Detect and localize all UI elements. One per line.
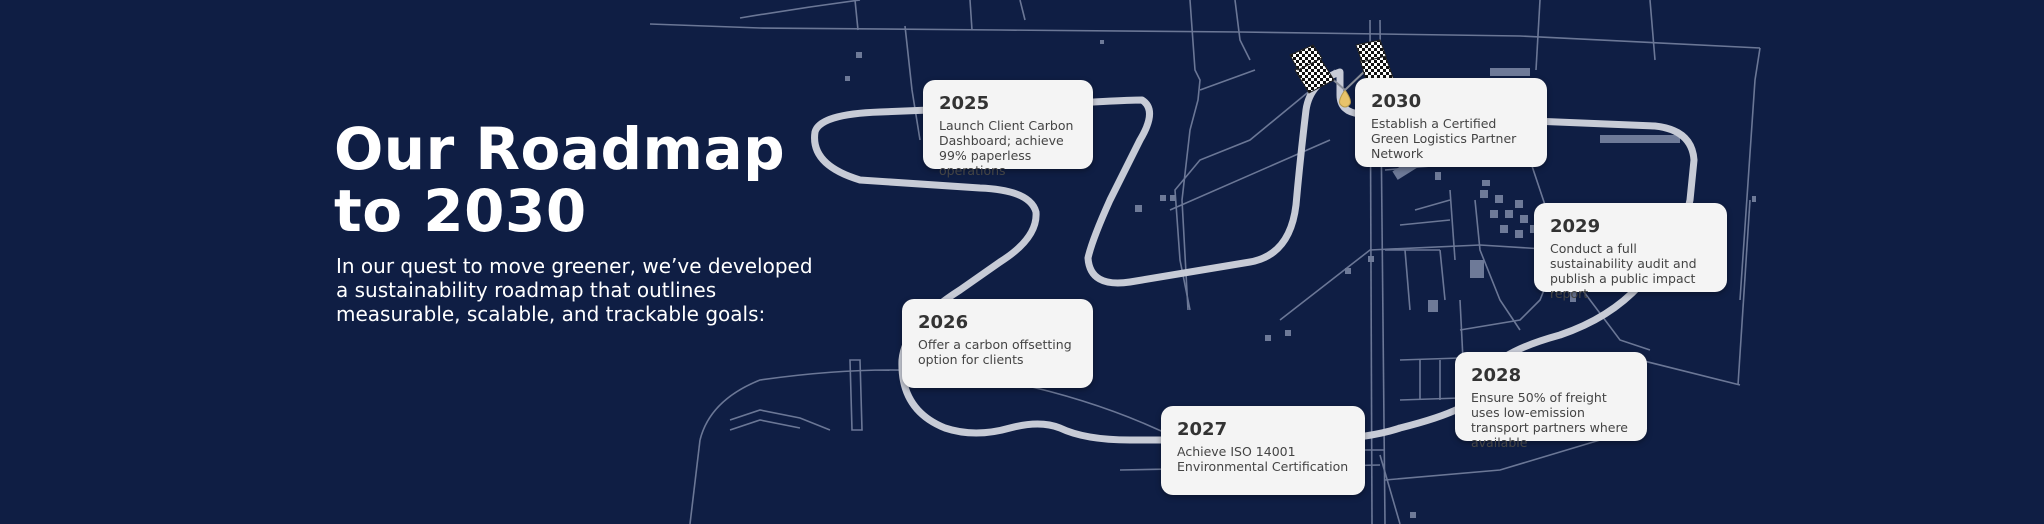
- milestone-card-2028: 2028 Ensure 50% of freight uses low-emis…: [1455, 352, 1647, 450]
- milestone-year: 2025: [939, 93, 990, 114]
- milestone-year: 2030: [1371, 91, 1422, 112]
- milestone-year: 2027: [1177, 419, 1228, 440]
- milestone-card-2025: 2025 Launch Client Carbon Dashboard; ach…: [923, 80, 1093, 178]
- milestone-text: Conduct a full sustainability audit and …: [1550, 241, 1697, 301]
- title-line-1: Our Roadmap: [334, 115, 786, 183]
- milestone-card-2030: 2030 Establish a Certified Green Logisti…: [1355, 78, 1547, 167]
- milestone-text: Achieve ISO 14001 Environmental Certific…: [1177, 444, 1349, 474]
- milestone-card-2029: 2029 Conduct a full sustainability audit…: [1534, 203, 1727, 301]
- checkered-flag-icon: [1289, 44, 1335, 94]
- milestone-text: Launch Client Carbon Dashboard; achieve …: [939, 118, 1074, 178]
- milestone-card-2026: 2026 Offer a carbon offsetting option fo…: [902, 299, 1093, 388]
- milestone-year: 2028: [1471, 365, 1522, 386]
- milestone-text: Establish a Certified Green Logistics Pa…: [1371, 116, 1517, 161]
- page-subtitle: In our quest to move greener, we’ve deve…: [336, 254, 813, 326]
- milestone-card-2027: 2027 Achieve ISO 14001 Environmental Cer…: [1161, 406, 1365, 495]
- page-title: Our Roadmap to 2030: [334, 118, 816, 242]
- milestone-year: 2026: [918, 312, 969, 333]
- intro-section: Our Roadmap to 2030 In our quest to move…: [334, 118, 816, 326]
- milestone-year: 2029: [1550, 216, 1601, 237]
- milestone-text: Ensure 50% of freight uses low-emission …: [1471, 390, 1628, 450]
- milestone-text: Offer a carbon offsetting option for cli…: [918, 337, 1072, 367]
- title-line-2: to 2030: [334, 177, 587, 245]
